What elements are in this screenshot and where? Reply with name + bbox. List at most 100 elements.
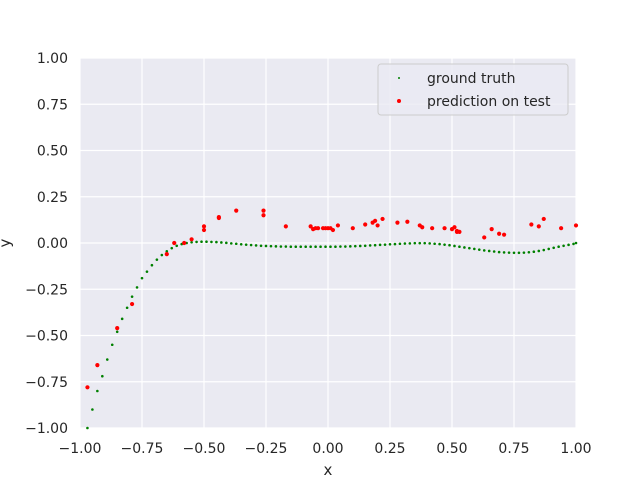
ground-truth-point [244,243,248,246]
ground-truth-point [125,306,129,310]
ground-truth-point [368,244,372,247]
prediction-point [529,222,534,227]
ground-truth-point [200,240,203,244]
y-tick-label: 0.50 [37,144,68,160]
ground-truth-point [567,243,570,247]
ground-truth-point [482,249,486,252]
prediction-point [261,213,266,218]
ground-truth-point [284,245,288,248]
ground-truth-point [473,247,476,251]
y-tick-label: 0.75 [37,97,68,113]
ground-truth-point [304,245,307,248]
ground-truth-point [358,244,362,248]
legend-prediction-label: prediction on test [427,94,551,110]
ground-truth-point [279,245,283,248]
ground-truth-point [324,245,327,248]
prediction-point [501,232,507,237]
legend: ground truth prediction on test [377,63,569,116]
ground-truth-point [373,243,377,247]
ground-truth-point [428,242,431,245]
ground-truth-point [413,241,417,245]
ground-truth-point [220,241,223,244]
prediction-point [261,208,266,213]
ground-truth-point [210,240,213,244]
ground-truth-point [507,251,511,254]
ground-truth-point [165,250,169,253]
ground-truth-point [339,245,342,248]
prediction-point [482,235,487,240]
prediction-point [541,216,546,222]
ground-truth-point [527,250,531,254]
ground-truth-point [363,244,367,248]
ground-truth-point [517,251,521,255]
y-axis-ticks: −1.00 −0.75 −0.50 −0.25 0.00 0.25 0.50 0.75 1.00 [25,51,68,437]
y-axis-label: y [0,238,14,247]
prediction-point [330,227,336,233]
prediction-point [234,208,239,213]
y-tick-label: −0.50 [25,329,68,345]
ground-truth-point [562,244,565,248]
prediction-point [497,231,502,236]
prediction-point [350,226,355,231]
ground-truth-point [195,240,198,244]
ground-truth-point [438,242,441,246]
ground-truth-point [398,242,402,246]
prediction-point [115,326,120,331]
ground-truth-point [433,242,436,246]
prediction-point [201,224,207,229]
prediction-point [457,229,462,234]
ground-truth-point [344,245,347,248]
ground-truth-point [547,247,551,251]
prediction-point [182,240,187,246]
ground-truth-point [443,243,446,246]
ground-truth-point [215,240,218,244]
y-tick-label: −1.00 [25,421,68,437]
x-tick-label: −0.25 [245,441,288,457]
ground-truth-point [105,358,109,361]
ground-truth-point [329,245,332,248]
ground-truth-point [383,243,387,246]
ground-truth-point [393,242,397,246]
ground-truth-point [502,251,506,254]
y-tick-label: 1.00 [37,51,68,67]
x-tick-label: −0.50 [183,441,226,457]
prediction-point [380,216,385,222]
x-tick-label: −1.00 [59,441,102,457]
ground-truth-point [309,245,312,248]
ground-truth-point [492,250,496,253]
prediction-point [283,224,288,229]
y-tick-label: −0.25 [25,282,68,298]
ground-truth-point [388,242,392,246]
ground-truth-point [574,241,578,245]
prediction-point [405,219,410,224]
prediction-point [308,224,313,229]
ground-truth-point [254,244,258,247]
ground-truth-point [418,241,422,245]
ground-truth-point [512,251,516,255]
ground-truth-point [160,253,164,257]
ground-truth-point [140,276,144,280]
ground-truth-point [468,246,471,250]
ground-truth-series [86,240,578,430]
ground-truth-point [448,243,451,247]
ground-truth-point [175,244,179,248]
prediction-point [373,218,378,223]
prediction-point [375,223,380,228]
ground-truth-point [522,251,526,254]
x-tick-label: −0.75 [121,441,164,457]
ground-truth-point [334,245,337,248]
ground-truth-point [229,242,233,245]
ground-truth-point [274,245,278,248]
y-tick-label: 0.25 [37,190,68,206]
prediction-point [85,385,90,390]
ground-truth-point [319,245,322,248]
ground-truth-point [264,244,268,248]
ground-truth-point [150,263,154,267]
prediction-point [189,237,194,242]
ground-truth-point [145,270,149,273]
ground-truth-point [101,374,104,378]
ground-truth-point [403,242,407,245]
ground-truth-point [572,242,575,246]
legend-ground-truth-marker [398,77,400,79]
ground-truth-point [378,243,382,247]
